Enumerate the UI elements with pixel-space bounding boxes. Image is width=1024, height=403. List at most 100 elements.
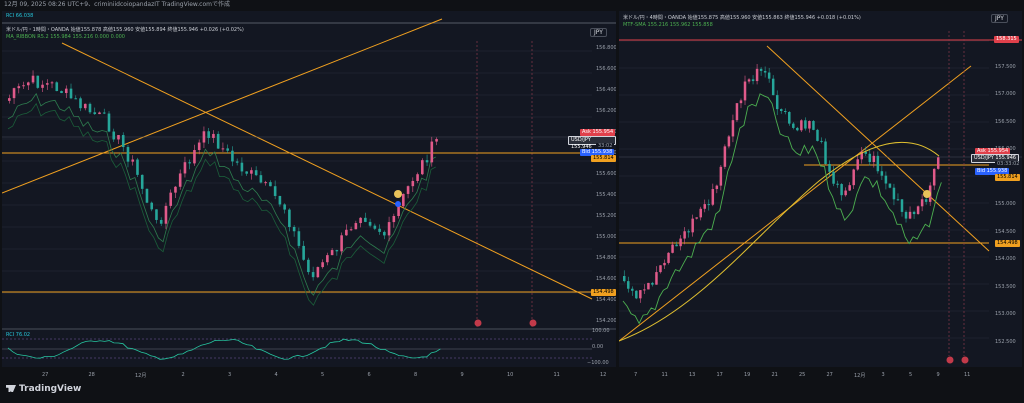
left-candle bbox=[326, 255, 329, 263]
left-candle bbox=[145, 188, 149, 203]
left-candle bbox=[402, 193, 405, 207]
right-candle bbox=[896, 199, 900, 201]
left-candle bbox=[264, 182, 267, 184]
price-axis-tick: 155.000 bbox=[596, 234, 616, 240]
ma-ribbon-line bbox=[7, 92, 436, 296]
left-candle bbox=[188, 162, 191, 164]
right-candle bbox=[723, 146, 727, 167]
right-candle bbox=[687, 231, 690, 233]
right-candle bbox=[683, 231, 686, 239]
left-candle bbox=[307, 259, 310, 273]
countdown-tag-4h: 03:33:02 bbox=[995, 161, 1022, 168]
right-candle bbox=[675, 244, 678, 247]
left-candle bbox=[292, 226, 296, 232]
time-axis-tick-4h: 9 bbox=[936, 372, 940, 378]
left-candle bbox=[250, 170, 253, 174]
ma-ribbon-line bbox=[7, 102, 436, 306]
mtf-sma-legend[interactable]: MTF-SMA 155.216 155.962 155.858 bbox=[623, 22, 713, 28]
chart-canvas-4h[interactable] bbox=[619, 11, 1022, 367]
left-candle bbox=[164, 205, 168, 224]
left-candle bbox=[12, 88, 16, 99]
right-candle bbox=[884, 175, 888, 184]
time-axis-tick-4h: 25 bbox=[799, 372, 806, 378]
signal-marker bbox=[923, 190, 931, 198]
currency-button-4h[interactable]: JPY bbox=[991, 14, 1008, 23]
ma-ribbon-legend[interactable]: MA_RIBBON R5.2 155.984 155.216 0.000 0.0… bbox=[6, 34, 125, 40]
right-candle bbox=[872, 155, 876, 163]
price-axis-tick-4h: 154.000 bbox=[995, 256, 1016, 262]
right-candle bbox=[900, 199, 904, 212]
right-candle bbox=[767, 72, 771, 79]
right-candle bbox=[631, 288, 634, 291]
right-candle bbox=[659, 265, 662, 273]
left-candle bbox=[254, 170, 258, 176]
price-axis-tick: 154.800 bbox=[596, 255, 616, 261]
bid-tag-4h: Bid 155.938 bbox=[975, 168, 1010, 175]
left-candle bbox=[88, 103, 92, 113]
left-candle bbox=[8, 98, 11, 101]
time-axis-tick: 8 bbox=[414, 372, 418, 378]
price-axis-tick-4h: 155.000 bbox=[995, 201, 1016, 207]
right-candle bbox=[904, 211, 908, 219]
price-axis-tick: 156.400 bbox=[596, 87, 616, 93]
right-candle bbox=[836, 183, 839, 185]
bid-tag: Bid 155.938 bbox=[580, 149, 615, 156]
right-candle bbox=[876, 155, 880, 172]
right-candle bbox=[804, 120, 807, 129]
trendline-up bbox=[2, 18, 443, 194]
tradingview-logo[interactable]: TradingView bbox=[6, 384, 81, 394]
signal-marker bbox=[395, 201, 401, 207]
right-candle bbox=[695, 217, 698, 219]
ask-tag: Ask 155.954 bbox=[580, 129, 616, 136]
left-candle bbox=[387, 222, 391, 236]
chart-canvas-1h[interactable] bbox=[2, 11, 616, 367]
left-candle bbox=[117, 135, 120, 140]
time-axis-tick: 10 bbox=[507, 372, 514, 378]
left-candle bbox=[193, 150, 196, 164]
right-candle bbox=[671, 244, 674, 253]
left-candle bbox=[64, 88, 68, 94]
price-axis-tick-4h: 156.500 bbox=[995, 118, 1016, 125]
left-candle bbox=[392, 216, 396, 223]
right-candle bbox=[655, 272, 658, 285]
left-candle bbox=[36, 75, 40, 88]
time-axis-tick-4h: 17 bbox=[716, 372, 723, 378]
time-axis-tick: 27 bbox=[42, 372, 49, 378]
right-candle bbox=[727, 136, 731, 147]
symbol-legend[interactable]: 米ドル/円・1時間・OANDA 始値155.878 高値155.960 安値15… bbox=[6, 27, 244, 33]
event-flag bbox=[946, 356, 954, 364]
time-axis-tick-4h: 21 bbox=[771, 372, 778, 378]
right-candle bbox=[916, 206, 920, 215]
left-candle bbox=[126, 147, 130, 162]
left-candle bbox=[131, 159, 135, 162]
left-candle bbox=[340, 235, 343, 252]
chart-panel-4h[interactable]: 米ドル/円・4時間・OANDA 始値155.875 高値155.960 安値15… bbox=[619, 11, 1022, 367]
rci-tick-minus100: −100.00 bbox=[587, 360, 609, 366]
right-candle bbox=[848, 185, 851, 191]
right-candle bbox=[627, 281, 630, 289]
left-candle bbox=[259, 175, 263, 183]
left-candle bbox=[349, 229, 353, 231]
left-candle bbox=[373, 225, 377, 229]
left-candle bbox=[121, 135, 125, 148]
left-candle bbox=[425, 160, 429, 163]
left-candle bbox=[60, 91, 63, 94]
chart-panel-1h[interactable]: RCI 66.038 米ドル/円・1時間・OANDA 始値155.878 高値1… bbox=[2, 11, 616, 367]
time-axis-tick: 3 bbox=[228, 372, 232, 378]
right-candle bbox=[667, 252, 670, 263]
right-candle bbox=[860, 151, 863, 160]
time-axis-tick-4h: 27 bbox=[826, 372, 833, 378]
currency-button[interactable]: JPY bbox=[590, 28, 607, 37]
left-candle bbox=[311, 272, 315, 278]
left-candle bbox=[302, 245, 305, 260]
left-candle bbox=[155, 209, 158, 220]
left-candle bbox=[330, 250, 334, 256]
price-axis-tick-4h: 157.000 bbox=[995, 91, 1016, 97]
right-candle bbox=[691, 218, 694, 233]
rci-legend[interactable]: RCI 76.02 bbox=[6, 332, 31, 338]
right-candle bbox=[864, 151, 868, 154]
symbol-legend-4h[interactable]: 米ドル/円・4時間・OANDA 始値155.875 高値155.960 安値15… bbox=[623, 15, 861, 21]
left-candle bbox=[55, 82, 59, 92]
time-axis-tick-4h: 5 bbox=[909, 372, 913, 378]
left-candle bbox=[26, 82, 30, 86]
